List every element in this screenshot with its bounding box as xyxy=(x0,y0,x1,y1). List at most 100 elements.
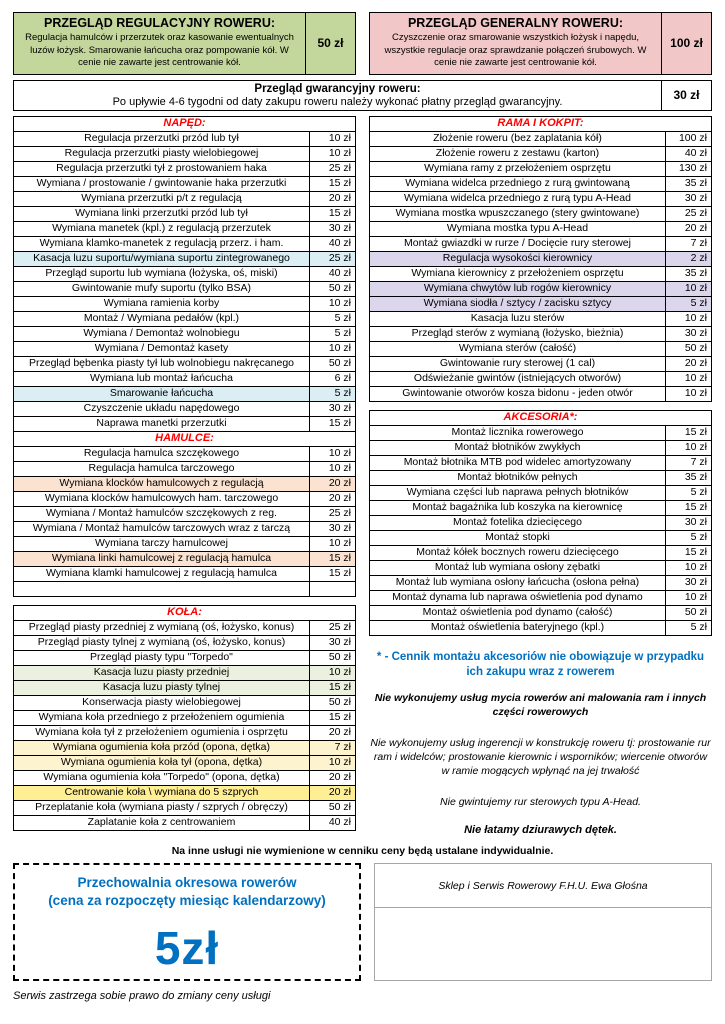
section-header-naped: NAPĘD: xyxy=(13,115,356,132)
service-label: Wymiana linki przerzutki przód lub tył xyxy=(13,205,310,222)
storage-title-line2: (cena za rozpoczęty miesiąc kalendarzowy… xyxy=(48,893,326,909)
accessories-pricing-note: * - Cennik montażu akcesoriów nie obowią… xyxy=(376,650,705,678)
service-label: Przegląd piasty typu "Torpedo" xyxy=(13,649,310,666)
table-row: Wymiana tarczy hamulcowej 10 zł xyxy=(13,535,357,552)
table-row: Złożenie roweru (bez zaplatania kół) 100 … xyxy=(369,130,713,147)
service-price: 10 zł xyxy=(308,145,357,162)
service-price: 20 zł xyxy=(664,220,713,237)
service-price: 25 zł xyxy=(664,205,713,222)
service-price: 100 zł xyxy=(664,130,713,147)
service-price: 50 zł xyxy=(664,340,713,357)
service-label: Montaż lub wymiana osłony zębatki xyxy=(369,559,666,576)
service-price: 30 zł xyxy=(664,574,713,591)
warranty-service-price: 30 zł xyxy=(661,80,711,110)
table-row: Kasacja luzu sterów 10 zł xyxy=(369,310,713,327)
hamulce-header: HAMULCE: xyxy=(13,430,356,447)
regulatory-service-price: 50 zł xyxy=(305,13,355,74)
table-row: Czyszczenie układu napędowego 30 zł xyxy=(13,400,357,417)
table-row: Kasacja luzu piasty tylnej 15 zł xyxy=(13,679,357,696)
section-header-hamulce: HAMULCE: xyxy=(13,430,356,447)
service-label: Wymiana linki hamulcowej z regulacją ham… xyxy=(13,550,310,567)
service-price: 6 zł xyxy=(308,370,357,387)
service-price: 20 zł xyxy=(308,769,357,786)
service-price: 7 zł xyxy=(308,739,357,756)
service-label: Regulacja hamulca tarczowego xyxy=(13,460,310,477)
kola-rows: Przegląd piasty przedniej z wymianą (oś,… xyxy=(13,619,357,831)
service-label: Kasacja luzu suportu/wymiana suportu zin… xyxy=(13,250,310,267)
service-label: Kasacja luzu sterów xyxy=(369,310,666,327)
service-label: Przeplatanie koła (wymiana piasty / szpr… xyxy=(13,799,310,816)
general-service-box: PRZEGLĄD GENERALNY ROWERU: Czyszczenie o… xyxy=(369,12,712,75)
service-price: 130 zł xyxy=(664,160,713,177)
general-service-desc: Czyszczenie oraz smarowanie wszystkich ł… xyxy=(384,32,647,69)
service-price: 25 zł xyxy=(308,505,357,522)
service-label: Przegląd suportu lub wymiana (łożyska, o… xyxy=(13,265,310,282)
service-label: Wymiana tarczy hamulcowej xyxy=(13,535,310,552)
service-label: Gwintowanie otworów kosza bidonu - jeden… xyxy=(369,385,666,402)
table-row: Przegląd suportu lub wymiana (łożyska, o… xyxy=(13,265,357,282)
service-price: 10 zł xyxy=(664,310,713,327)
service-price: 30 zł xyxy=(664,514,713,531)
service-price: 50 zł xyxy=(308,280,357,297)
service-label: Montaż błotników pełnych xyxy=(369,469,666,486)
service-label: Wymiana koła przedniego z przełożeniem o… xyxy=(13,709,310,726)
service-label: Naprawa manetki przerzutki xyxy=(13,415,310,432)
rama-header: RAMA I KOKPIT: xyxy=(369,115,712,132)
service-price: 40 zł xyxy=(308,265,357,282)
service-price: 25 zł xyxy=(308,160,357,177)
service-label: Wymiana / Montaż hamulców szczękowych z … xyxy=(13,505,310,522)
table-row: Wymiana / Demontaż kasety 10 zł xyxy=(13,340,357,357)
table-row: Montaż gwiazdki w rurze / Docięcie rury … xyxy=(369,235,713,252)
no-patching-note: Nie łatamy dziurawych dętek. xyxy=(464,824,617,837)
service-label: Gwintowanie mufy suportu (tylko BSA) xyxy=(13,280,310,297)
table-row xyxy=(13,580,357,597)
service-price: 20 zł xyxy=(308,475,357,492)
table-row: Regulacja wysokości kierownicy 2 zł xyxy=(369,250,713,267)
rama-table: RAMA I KOKPIT: Złożenie roweru (bez zapl… xyxy=(369,115,713,402)
regulatory-service-box: PRZEGLĄD REGULACYJNY ROWERU: Regulacja h… xyxy=(13,12,356,75)
table-row: Wymiana / Montaż hamulców tarczowych wra… xyxy=(13,520,357,537)
service-label: Wymiana ramy z przełożeniem osprzętu xyxy=(369,160,666,177)
table-row: Przegląd bębenka piasty tył lub wolnobie… xyxy=(13,355,357,372)
bike-storage-box: Przechowalnia okresowa rowerów (cena za … xyxy=(13,863,361,982)
general-service-text: PRZEGLĄD GENERALNY ROWERU: Czyszczenie o… xyxy=(370,13,661,74)
price-change-disclaimer: Serwis zastrzega sobie prawo do zmiany c… xyxy=(13,990,271,1003)
warranty-service-bar: Przegląd gwarancyjny roweru: Po upływie … xyxy=(13,79,712,111)
service-price: 20 zł xyxy=(308,190,357,207)
table-row: Wymiana mostka wpuszczanego (stery gwint… xyxy=(369,205,713,222)
service-price: 30 zł xyxy=(308,634,357,651)
service-label: Zaplatanie koła z centrowaniem xyxy=(13,814,310,831)
akcesoria-rows: Montaż licznika rowerowego 15 zł Montaż bł… xyxy=(369,424,713,636)
right-column: RAMA I KOKPIT: Złożenie roweru (bez zapl… xyxy=(369,115,713,837)
service-price: 10 zł xyxy=(664,385,713,402)
service-label: Wymiana mostka wpuszczanego (stery gwint… xyxy=(369,205,666,222)
table-row: Wymiana kierownicy z przełożeniem osprzę… xyxy=(369,265,713,282)
service-label: Montaż gwiazdki w rurze / Docięcie rury … xyxy=(369,235,666,252)
service-price: 5 zł xyxy=(664,619,713,636)
service-label: Przegląd piasty tylnej z wymianą (oś, ło… xyxy=(13,634,310,651)
service-label: Wymiana lub montaż łańcucha xyxy=(13,370,310,387)
service-label: Przegląd bębenka piasty tył lub wolnobie… xyxy=(13,355,310,372)
service-label: Smarowanie łańcucha xyxy=(13,385,310,402)
service-label: Montaż kółek bocznych roweru dziecięcego xyxy=(369,544,666,561)
service-price: 15 zł xyxy=(308,709,357,726)
table-row: Złożenie roweru z zestawu (karton) 40 zł xyxy=(369,145,713,162)
service-price: 7 zł xyxy=(664,235,713,252)
table-row: Wymiana ramienia korby 10 zł xyxy=(13,295,357,312)
table-row: Regulacja przerzutki piasty wielobiegowe… xyxy=(13,145,357,162)
main-content: NAPĘD: Regulacja przerzutki przód lub ty… xyxy=(13,115,713,837)
service-price: 5 zł xyxy=(308,310,357,327)
no-structural-work-note: Nie wykonujemy usług ingerencji w konstr… xyxy=(370,736,711,778)
service-label: Czyszczenie układu napędowego xyxy=(13,400,310,417)
table-row: Montaż lub wymiana osłony zębatki 10 zł xyxy=(369,559,713,576)
service-price: 15 zł xyxy=(308,415,357,432)
service-label: Montaż lub wymiana osłony łańcucha (osło… xyxy=(369,574,666,591)
service-label: Wymiana klocków hamulcowych z regulacją xyxy=(13,475,310,492)
table-row: Wymiana linki hamulcowej z regulacją ham… xyxy=(13,550,357,567)
table-row: Regulacja hamulca tarczowego 10 zł xyxy=(13,460,357,477)
service-label: Wymiana chwytów lub rogów kierownicy xyxy=(369,280,666,297)
table-row: Wymiana lub montaż łańcucha 6 zł xyxy=(13,370,357,387)
service-label: Wymiana widelca przedniego z rurą gwinto… xyxy=(369,175,666,192)
no-washing-note: Nie wykonujemy usług mycia rowerów ani m… xyxy=(374,692,707,719)
